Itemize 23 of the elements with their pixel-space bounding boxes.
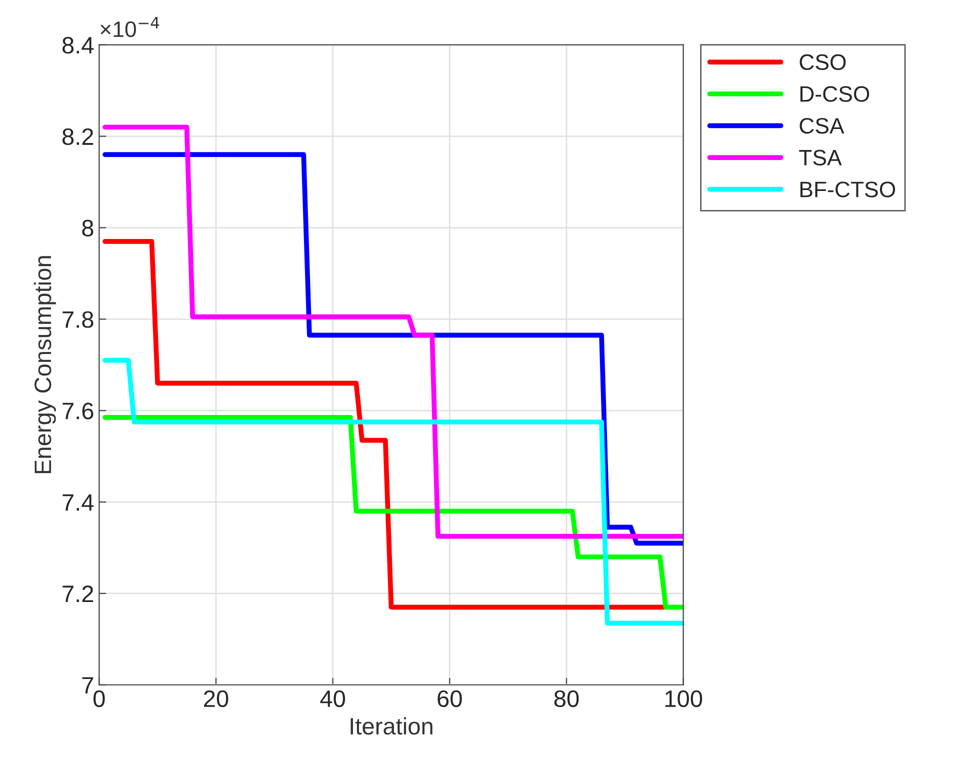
y-axis-title: Energy Consumption — [34, 256, 56, 474]
x-tick-label: 80 — [554, 690, 579, 708]
x-tick-label: 100 — [665, 690, 702, 708]
legend-label: BF-CTSO — [800, 182, 896, 198]
y-tick-label: 7.6 — [62, 402, 94, 420]
x-tick-label: 0 — [94, 690, 105, 708]
line-series — [102, 415, 684, 610]
x-axis-title: Iteration — [350, 717, 432, 735]
x-tick-label: 20 — [204, 690, 228, 708]
x-tick-label: 40 — [320, 690, 346, 708]
y-tick-label: 7.4 — [62, 494, 94, 511]
y-tick-label: 8 — [82, 220, 94, 236]
y-tick-label: 8.4 — [62, 36, 94, 54]
y-tick-label: 7.8 — [62, 311, 94, 328]
legend-label: TSA — [799, 150, 842, 166]
text: ×10$^{−4}$ — [100, 17, 160, 38]
y-tick-label: 7.2 — [62, 586, 94, 602]
y-tick-label: 7 — [82, 677, 94, 694]
legend-label: D-CSO — [800, 86, 870, 102]
x-tick-label: 60 — [438, 690, 462, 708]
legend-label: CSO — [800, 54, 846, 70]
legend-label: CSA — [800, 118, 844, 134]
y-tick-label: 8.2 — [62, 128, 94, 146]
